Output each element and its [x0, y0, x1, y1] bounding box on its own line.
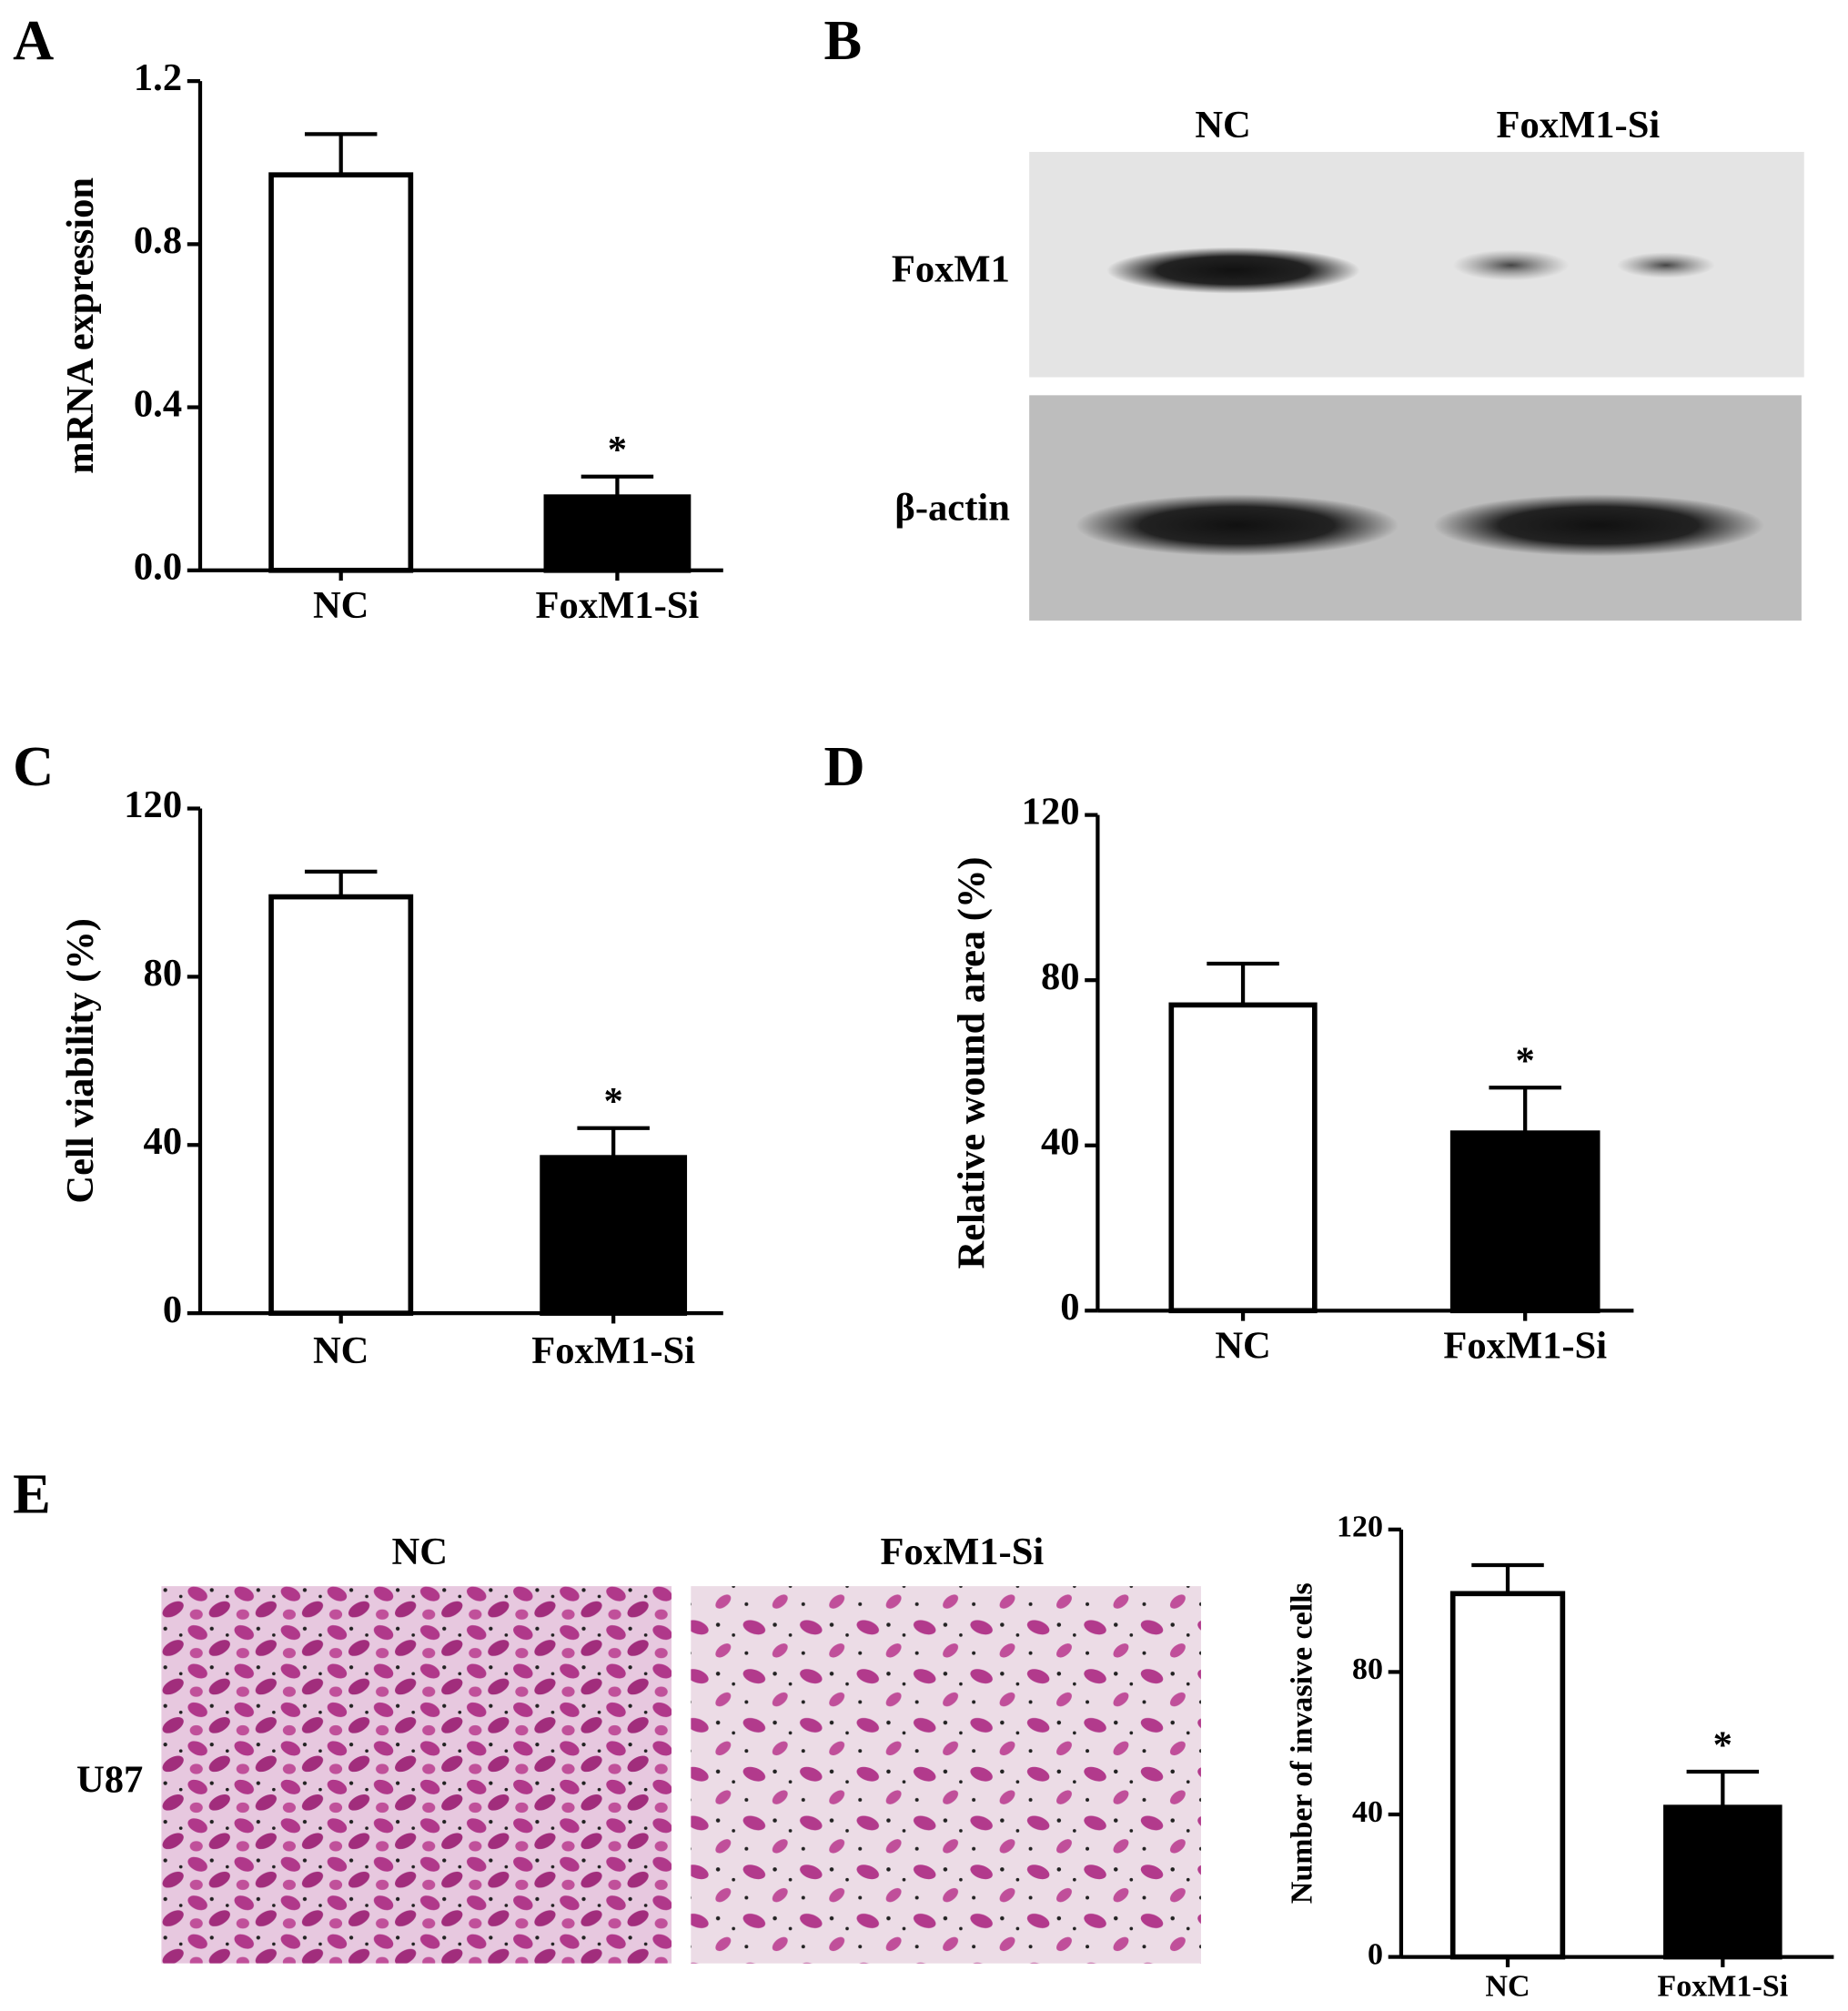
y-tick-label: 40 [1041, 1121, 1080, 1164]
lane-label: FoxM1-Si [1497, 104, 1661, 147]
bar [1663, 1804, 1782, 1960]
panel-label: B [824, 9, 863, 72]
bar [1168, 1002, 1318, 1314]
y-tick-label: 120 [124, 783, 182, 826]
panel-label: E [13, 1463, 51, 1526]
bar [1449, 1591, 1566, 1960]
y-tick-label: 0.4 [134, 382, 182, 425]
blot-band [1433, 494, 1764, 557]
y-tick-label: 0 [163, 1288, 182, 1331]
y-tick-label: 80 [144, 952, 183, 995]
panel-label: C [13, 735, 54, 798]
x-tick-label: FoxM1-Si [1657, 1970, 1788, 2004]
significance-label: * [604, 1080, 623, 1123]
row-label: FoxM1 [892, 248, 1010, 291]
x-tick-label: FoxM1-Si [536, 584, 700, 627]
blot-band [1106, 247, 1360, 294]
panel-label: D [824, 735, 865, 798]
lane-label: NC [1195, 104, 1250, 147]
y-tick-label: 80 [1352, 1652, 1383, 1686]
blot-band [1452, 249, 1570, 281]
micrograph [161, 1586, 672, 1964]
y-tick-label: 120 [1022, 790, 1080, 833]
x-tick-label: NC [1215, 1325, 1270, 1368]
significance-label: * [608, 429, 627, 471]
cell-line-label: U87 [76, 1758, 143, 1801]
y-tick-label: 40 [144, 1120, 183, 1163]
bar [540, 1155, 688, 1316]
row-label: β-actin [894, 486, 1009, 529]
blot-band [1075, 494, 1399, 557]
y-axis-label: Number of invasive cells [1285, 1582, 1318, 1904]
y-axis-label: mRNA expression [59, 177, 102, 474]
y-axis-label: Cell viability (%) [59, 918, 102, 1204]
bar [268, 172, 414, 573]
y-axis-label: Relative wound area (%) [950, 856, 993, 1268]
y-tick-label: 0.0 [134, 546, 182, 589]
x-tick-label: NC [1485, 1970, 1530, 2004]
bar [1449, 1130, 1601, 1314]
y-tick-label: 40 [1352, 1795, 1383, 1829]
blot-band [1616, 252, 1715, 278]
significance-label: * [1713, 1723, 1732, 1766]
y-tick-label: 80 [1041, 955, 1080, 998]
micrograph-label: FoxM1-Si [881, 1531, 1045, 1573]
micrograph [691, 1586, 1201, 1964]
bar [268, 894, 414, 1316]
y-tick-label: 0 [1060, 1286, 1079, 1329]
western-blot [1029, 151, 1804, 621]
y-tick-label: 0.8 [134, 219, 182, 262]
x-tick-label: FoxM1-Si [1443, 1325, 1607, 1368]
y-tick-label: 0 [1368, 1937, 1383, 1971]
x-tick-label: FoxM1-Si [531, 1329, 695, 1372]
significance-label: * [1516, 1040, 1535, 1083]
micrograph-label: NC [392, 1531, 448, 1573]
y-tick-label: 120 [1337, 1511, 1383, 1544]
panel-label: A [13, 9, 54, 72]
bar [543, 494, 692, 573]
x-tick-label: NC [313, 1329, 369, 1372]
y-tick-label: 1.2 [134, 56, 182, 99]
x-tick-label: NC [313, 584, 369, 627]
